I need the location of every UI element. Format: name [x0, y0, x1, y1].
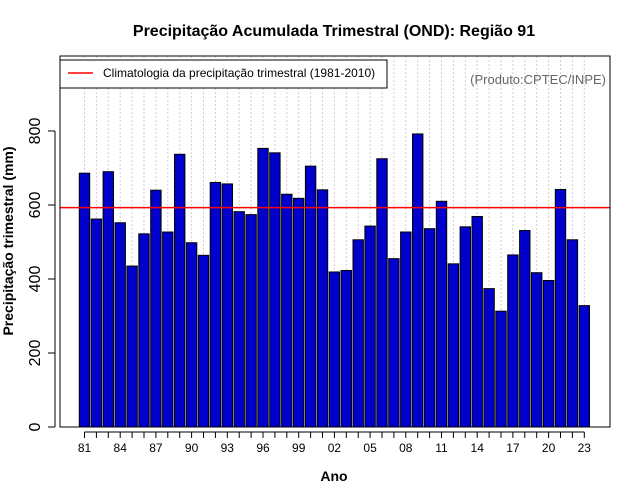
bar-1992 [209, 181, 222, 428]
bar-2016 [495, 310, 507, 428]
bar-2004 [352, 239, 364, 428]
x-tick-label: 96 [256, 441, 270, 455]
legend: Climatologia da precipitação trimestral … [59, 59, 388, 89]
plot-frame [59, 55, 611, 428]
bar-2017 [507, 254, 519, 428]
x-tick-label: 11 [435, 441, 448, 455]
x-tick-label: 93 [221, 441, 235, 455]
y-axis: 0 200 400 600 800 [27, 118, 56, 431]
bar-2012 [447, 263, 460, 428]
bar-1994 [233, 211, 245, 428]
bar-1985 [126, 265, 138, 428]
bar-2000 [304, 165, 317, 428]
x-tick-label: 87 [149, 441, 163, 455]
x-tick-label: 05 [363, 441, 377, 455]
bar-2003 [340, 269, 353, 428]
bars [78, 133, 590, 428]
bar-2013 [459, 226, 472, 428]
x-tick-label: 90 [185, 441, 199, 455]
y-axis-title: Precipitação trimestral (mm) [0, 146, 16, 335]
bar-1981 [78, 172, 91, 428]
bar-1988 [162, 231, 174, 428]
bar-2010 [423, 228, 436, 428]
bar-2001 [316, 189, 329, 428]
bar-1986 [138, 233, 150, 428]
bar-2021 [554, 188, 567, 428]
bar-2009 [412, 133, 424, 428]
x-tick-label: 20 [542, 441, 556, 455]
y-tick-label: 0 [27, 422, 44, 431]
x-tick-label: 23 [578, 441, 592, 455]
bar-2008 [400, 231, 412, 428]
bar-2007 [388, 258, 400, 428]
bar-1996 [257, 147, 269, 428]
x-axis-title: Ano [320, 468, 347, 484]
x-tick-label: 17 [506, 441, 520, 455]
bar-2022 [566, 239, 579, 428]
x-tick-label: 81 [78, 441, 92, 455]
x-tick-label: 02 [328, 441, 342, 455]
bar-2019 [531, 272, 543, 428]
bar-2006 [376, 158, 388, 428]
legend-label: Climatologia da precipitação trimestral … [103, 66, 375, 80]
bar-1997 [269, 152, 281, 428]
bar-1991 [197, 254, 210, 428]
bar-1989 [174, 153, 186, 428]
y-tick-label: 800 [27, 118, 44, 145]
bar-1987 [150, 189, 162, 428]
bar-2002 [328, 271, 341, 428]
credit-text: (Produto:CPTEC/INPE) [470, 72, 606, 87]
bar-2015 [483, 288, 495, 428]
bar-2020 [542, 279, 555, 428]
x-tick-label: 08 [399, 441, 413, 455]
chart-title: Precipitação Acumulada Trimestral (OND):… [133, 23, 535, 40]
bar-1993 [221, 183, 234, 428]
bar-1998 [281, 193, 293, 428]
bar-2018 [519, 230, 531, 428]
y-tick-label: 400 [27, 266, 44, 293]
bar-1984 [114, 222, 126, 428]
bar-1990 [185, 242, 198, 428]
y-tick-label: 200 [27, 340, 44, 367]
bar-2011 [435, 200, 448, 428]
bar-1995 [245, 214, 257, 428]
bar-2023 [578, 305, 590, 428]
x-axis: 81 84 87 90 93 96 99 02 05 08 11 14 17 20 23 [78, 431, 592, 455]
bar-1983 [102, 171, 114, 428]
legend-box [59, 59, 388, 89]
x-tick-label: 84 [114, 441, 128, 455]
bar-2014 [471, 215, 483, 428]
bar-1982 [90, 218, 103, 428]
x-tick-label: 14 [471, 441, 485, 455]
y-tick-label: 600 [27, 192, 44, 219]
x-tick-label: 99 [292, 441, 306, 455]
bar-2005 [364, 225, 376, 428]
bar-1999 [293, 197, 305, 428]
